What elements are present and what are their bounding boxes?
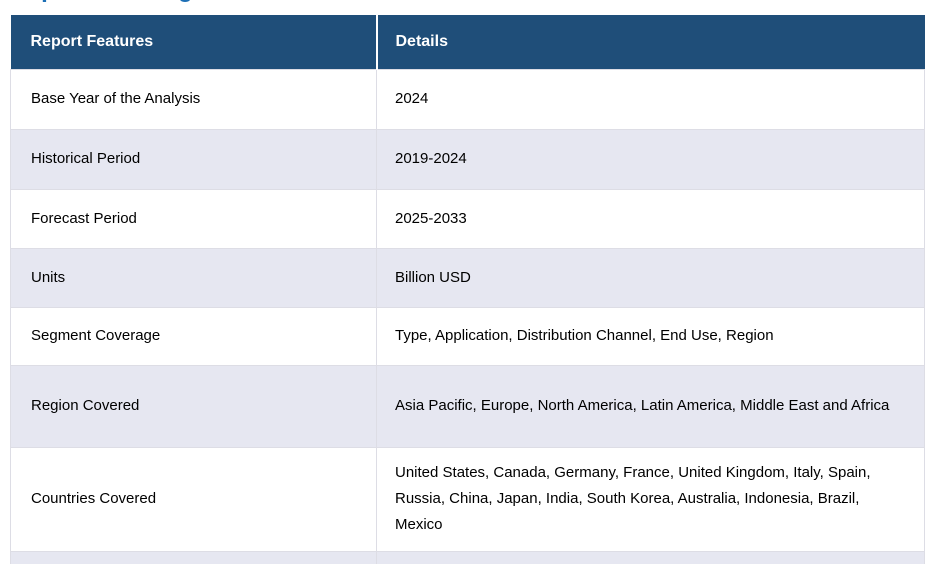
table-row: Region Covered Asia Pacific, Europe, Nor… xyxy=(10,364,925,448)
detail-cell: 2019-2024 xyxy=(376,128,925,190)
detail-cell: 2025-2033 xyxy=(376,188,925,249)
report-features-table: Report Features Details Base Year of the… xyxy=(10,15,925,564)
feature-cell: Countries Covered xyxy=(10,446,377,552)
table-row: Historical Period 2019-2024 xyxy=(10,128,925,190)
feature-cell: Base Year of the Analysis xyxy=(10,68,377,130)
detail-cell: Asia Pacific, Europe, North America, Lat… xyxy=(376,364,925,448)
feature-cell: Historical Period xyxy=(10,128,377,190)
table-row: Countries Covered United States, Canada,… xyxy=(10,446,925,552)
table-row: Forecast Period 2025-2033 xyxy=(10,188,925,249)
detail-cell: Billion USD xyxy=(376,247,925,308)
feature-cell xyxy=(10,550,377,564)
section-heading: Report Coverage xyxy=(10,0,610,4)
detail-cell xyxy=(376,550,925,564)
detail-cell: United States, Canada, Germany, France, … xyxy=(376,446,925,552)
detail-cell: Type, Application, Distribution Channel,… xyxy=(376,306,925,366)
column-header-report-features: Report Features xyxy=(10,15,377,69)
detail-cell: 2024 xyxy=(376,68,925,130)
section-heading-clipped: Report Coverage xyxy=(10,0,610,5)
table-header-row: Report Features Details xyxy=(10,15,925,69)
feature-cell: Units xyxy=(10,247,377,308)
feature-cell: Forecast Period xyxy=(10,188,377,249)
feature-cell: Region Covered xyxy=(10,364,377,448)
table-row-clipped xyxy=(10,550,925,564)
table-row: Base Year of the Analysis 2024 xyxy=(10,68,925,130)
feature-cell: Segment Coverage xyxy=(10,306,377,366)
table-row: Segment Coverage Type, Application, Dist… xyxy=(10,306,925,366)
column-header-details: Details xyxy=(375,15,925,69)
table-row: Units Billion USD xyxy=(10,247,925,308)
